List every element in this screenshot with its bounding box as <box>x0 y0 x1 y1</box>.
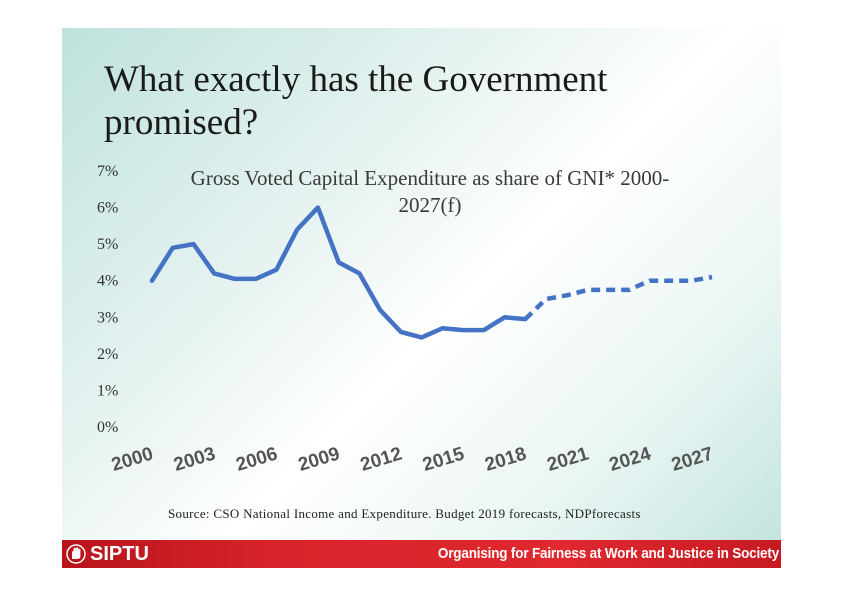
y-tick-label: 0% <box>97 419 118 436</box>
series-layer <box>149 205 713 340</box>
slide-background <box>62 28 781 540</box>
series-line-actual <box>149 205 528 340</box>
source-note: Source: CSO National Income and Expendit… <box>168 506 641 521</box>
x-tick-label: 2027 <box>669 444 716 476</box>
y-tick-label: 6% <box>97 200 118 217</box>
y-tick-label: 4% <box>97 273 118 290</box>
x-axis: 2000 2003 2006 2009 2012 2015 2018 2021 2024 2027 <box>109 443 716 476</box>
y-tick-label: 5% <box>97 236 118 253</box>
footer-banner: SIPTU Organising for Fairness at Work an… <box>62 540 781 568</box>
chart-title: Gross Voted Capital Expenditure as share… <box>190 166 670 217</box>
y-tick-label: 7% <box>97 163 118 180</box>
logo-text: SIPTU <box>90 542 149 565</box>
banner-slogan: Organising for Fairness at Work and Just… <box>437 545 779 562</box>
y-tick-label: 3% <box>97 309 118 326</box>
x-tick-label: 2015 <box>420 443 467 476</box>
slide-title: What exactly has the Government promised… <box>104 59 608 143</box>
y-tick-label: 2% <box>97 346 118 363</box>
y-tick-label: 1% <box>97 382 118 399</box>
series-line-forecast <box>523 274 713 321</box>
x-tick-label: 2009 <box>296 444 343 476</box>
x-tick-label: 2012 <box>358 444 405 476</box>
x-tick-label: 2021 <box>545 443 592 476</box>
x-tick-label: 2000 <box>109 444 156 476</box>
hand-icon <box>66 544 86 564</box>
x-tick-label: 2006 <box>234 444 281 476</box>
x-tick-label: 2024 <box>607 443 654 476</box>
siptu-logo: SIPTU <box>66 543 149 565</box>
y-axis: 0% 1% 2% 3% 4% 5% 6% 7% <box>97 163 118 436</box>
x-tick-label: 2018 <box>482 444 529 476</box>
x-tick-label: 2003 <box>171 444 218 476</box>
